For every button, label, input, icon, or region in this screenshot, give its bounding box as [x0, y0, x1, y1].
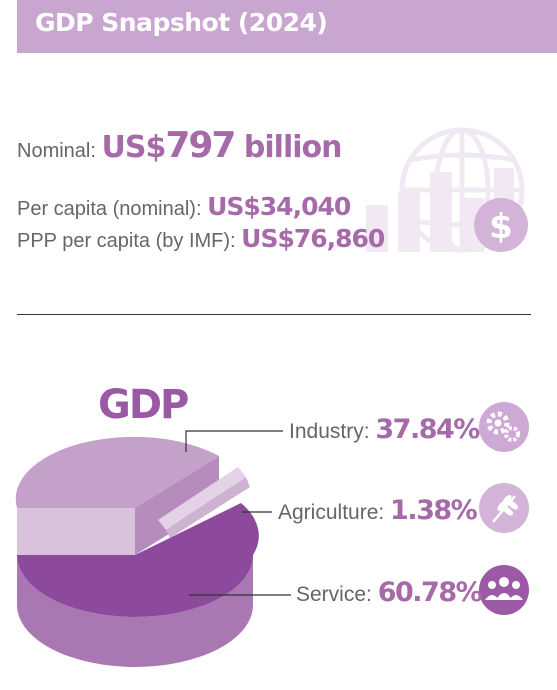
nominal-number: 797 [165, 125, 236, 166]
page-title: GDP Snapshot (2024) [35, 8, 328, 37]
industry-label: Industry: 37.84% [289, 414, 480, 445]
pie-slice-agriculture [158, 467, 246, 530]
chart-title: GDP [98, 382, 189, 428]
industry-value: 37.84% [375, 414, 480, 445]
header-bar: GDP Snapshot (2024) [17, 0, 557, 53]
globe-bar-chart-icon [366, 127, 525, 253]
pie-slice-agriculture-side [166, 477, 250, 538]
ppp-row: PPP per capita (by IMF): US$76,860 [17, 224, 385, 253]
leader-line-industry [185, 430, 283, 452]
pie-slice-industry-side [135, 456, 219, 555]
ppp-value: US$76,860 [241, 224, 385, 253]
service-name: Service: [296, 583, 378, 606]
ppp-label: PPP per capita (by IMF): [17, 230, 242, 252]
per-capita-row: Per capita (nominal): US$34,040 [17, 192, 351, 221]
gears-icon [479, 402, 529, 452]
people-group-icon [479, 565, 529, 615]
pie-slice-service-side [17, 555, 253, 667]
pie-slice-industry [15, 436, 220, 508]
wheat-icon [479, 483, 529, 533]
agriculture-value: 1.38% [390, 495, 478, 526]
per-capita-value: US$34,040 [207, 192, 351, 221]
industry-name: Industry: [289, 420, 376, 443]
nominal-row: Nominal: US$797 billion [17, 125, 343, 166]
pie-slice-service [17, 503, 259, 617]
agriculture-label: Agriculture: 1.38% [278, 495, 478, 526]
per-capita-label: Per capita (nominal): [17, 198, 208, 220]
service-label: Service: 60.78% [296, 577, 483, 608]
nominal-suffix: billion [234, 130, 343, 165]
agriculture-name: Agriculture: [278, 501, 391, 524]
service-value: 60.78% [377, 577, 483, 608]
section-divider [17, 314, 531, 315]
dollar-icon: $ [474, 198, 528, 252]
nominal-label: Nominal: [17, 140, 102, 162]
pie-slice-industry-front [17, 508, 135, 555]
nominal-prefix: US$ [101, 130, 166, 165]
svg-text:$: $ [489, 207, 513, 247]
